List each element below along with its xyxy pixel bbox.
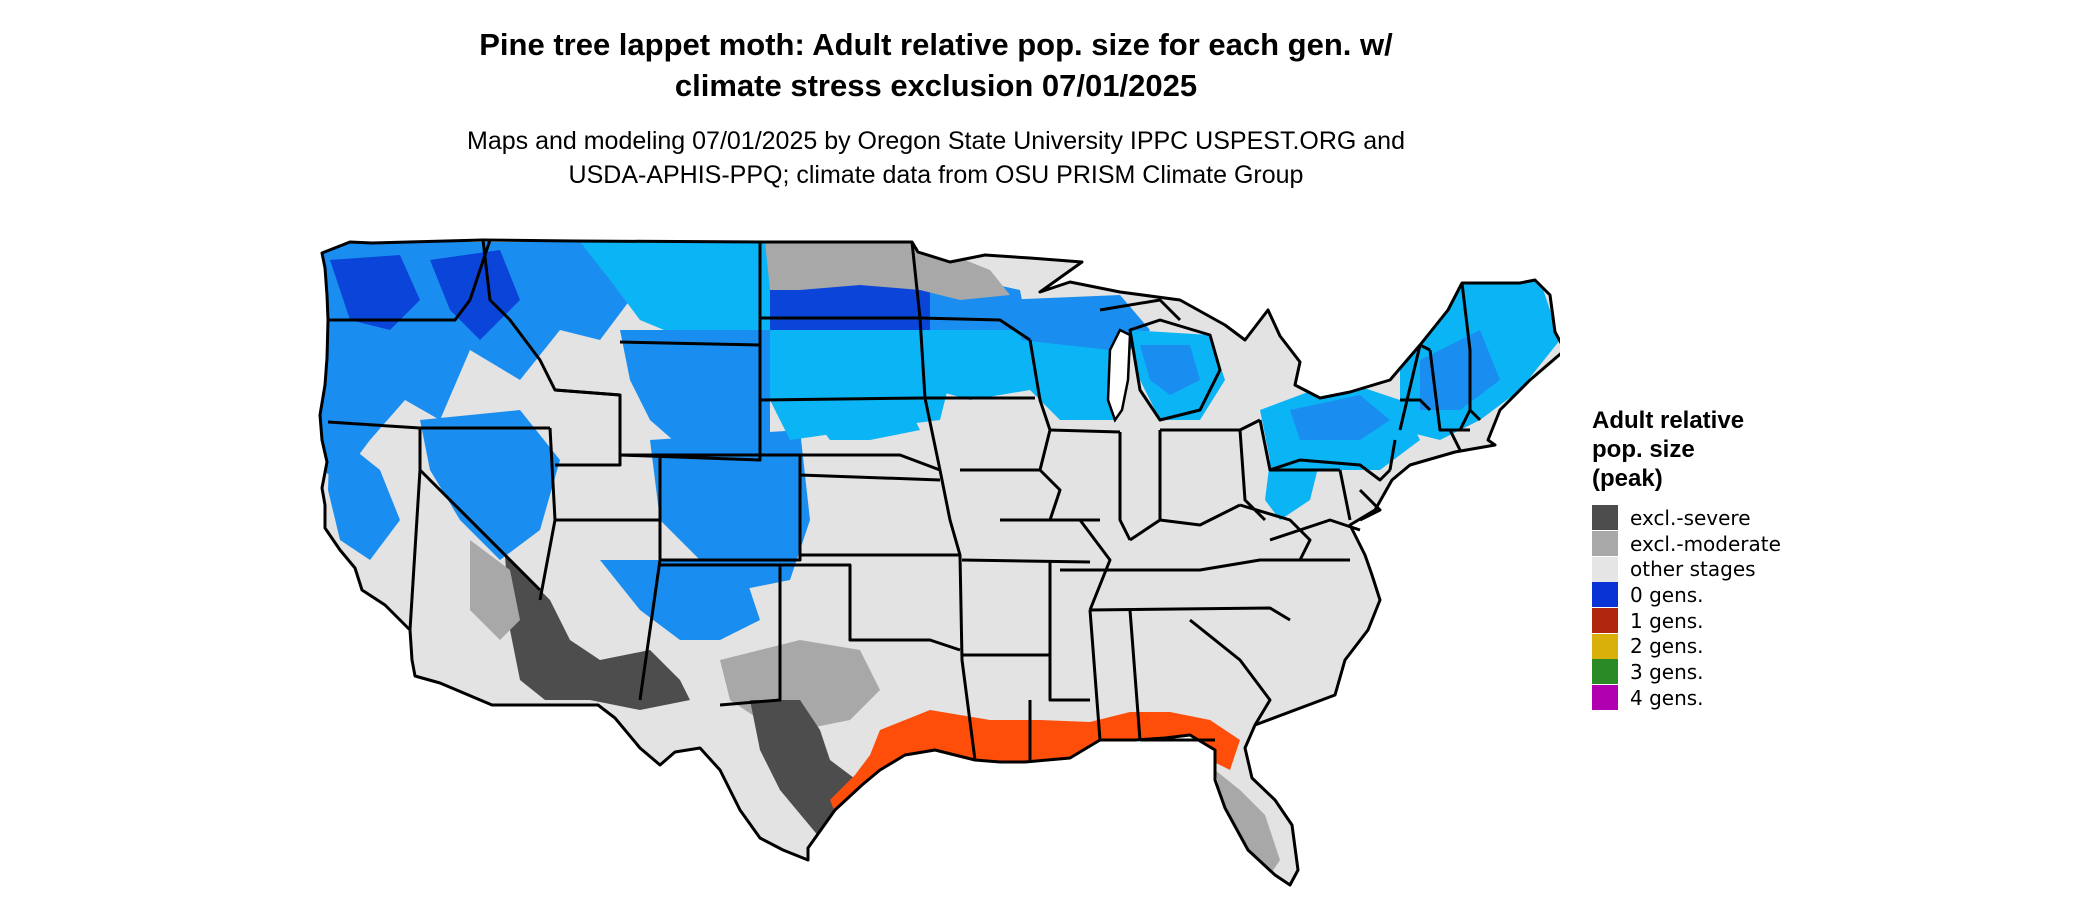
zone-0-gens-colorado xyxy=(650,430,810,590)
legend-swatch xyxy=(1592,505,1618,531)
zone-0-gens-montana xyxy=(580,242,770,345)
legend-label: 3 gens. xyxy=(1630,659,1704,684)
zone-0-gens-appalachia xyxy=(1265,460,1320,520)
map-title-line-2: climate stress exclusion 07/01/2025 xyxy=(674,68,1198,103)
legend-title: Adult relative pop. size (peak) xyxy=(1592,406,2012,493)
lake-michigan xyxy=(1106,328,1132,423)
zone-0-gens-west-dark xyxy=(330,255,420,330)
map-title: Pine tree lappet moth: Adult relative po… xyxy=(0,24,1872,106)
legend-items: excl.-severe excl.-moderate other stages 0 … xyxy=(1592,505,2012,711)
zone-0-gens-sierra xyxy=(328,430,400,560)
legend-swatch xyxy=(1592,685,1618,711)
legend-title-line-1: Adult relative xyxy=(1592,407,1745,434)
map-subtitle-line-1: Maps and modeling 07/01/2025 by Oregon S… xyxy=(467,127,1405,155)
legend-item: 0 gens. xyxy=(1592,582,2012,608)
legend-label: 1 gens. xyxy=(1630,608,1704,633)
map-subtitle-line-2: USDA-APHIS-PPQ; climate data from OSU PR… xyxy=(568,161,1304,189)
legend-item: 1 gens. xyxy=(1592,608,2012,634)
legend-label: 2 gens. xyxy=(1630,634,1704,659)
gens-zones xyxy=(320,242,1560,640)
excl-moderate-florida xyxy=(1215,770,1280,875)
legend-swatch xyxy=(1592,582,1618,608)
legend-item: 3 gens. xyxy=(1592,659,2012,685)
one-gen-zones xyxy=(830,710,1240,825)
zone-1-gens-gulf xyxy=(830,710,1240,825)
zone-0-gens-nebraska-light xyxy=(800,390,920,440)
zone-0-gens-new-mexico xyxy=(600,560,760,640)
legend: Adult relative pop. size (peak) excl.-se… xyxy=(1592,406,2012,711)
legend-label: 0 gens. xyxy=(1630,582,1704,607)
legend-swatch xyxy=(1592,659,1618,685)
legend-label: excl.-severe xyxy=(1630,505,1751,530)
legend-item: 2 gens. xyxy=(1592,633,2012,659)
legend-title-line-2: pop. size xyxy=(1592,436,1695,463)
zone-0-gens-idaho-dark xyxy=(430,250,520,340)
legend-swatch xyxy=(1592,608,1618,634)
map-subtitle: Maps and modeling 07/01/2025 by Oregon S… xyxy=(0,124,1872,192)
excl-moderate-sw xyxy=(470,540,520,640)
zone-0-gens-new-york-dark xyxy=(1290,395,1390,440)
land-base xyxy=(320,240,1560,885)
legend-label: 4 gens. xyxy=(1630,685,1704,710)
zone-0-gens-michigan-dark xyxy=(1140,345,1200,395)
zone-0-gens-minnesota-light xyxy=(930,330,1030,400)
legend-swatch xyxy=(1592,531,1618,557)
legend-item: other stages xyxy=(1592,556,2012,582)
legend-item: 4 gens. xyxy=(1592,685,2012,711)
legend-swatch xyxy=(1592,633,1618,659)
legend-item: excl.-severe xyxy=(1592,505,2012,531)
zone-0-gens-wyoming xyxy=(620,330,770,455)
zone-0-gens-great-basin xyxy=(420,410,560,560)
national-outline xyxy=(318,238,1560,887)
us-map xyxy=(318,238,1560,887)
zone-0-gens-wisconsin-light xyxy=(1020,340,1115,420)
legend-swatch xyxy=(1592,556,1618,582)
map-title-line-1: Pine tree lappet moth: Adult relative po… xyxy=(479,27,1393,62)
state-borders xyxy=(318,238,1560,887)
legend-label: other stages xyxy=(1630,557,1756,582)
zone-0-gens-new-england-dark xyxy=(1420,330,1500,410)
legend-label: excl.-moderate xyxy=(1630,531,1781,556)
legend-item: excl.-moderate xyxy=(1592,531,2012,557)
legend-title-line-3: (peak) xyxy=(1592,465,1663,492)
